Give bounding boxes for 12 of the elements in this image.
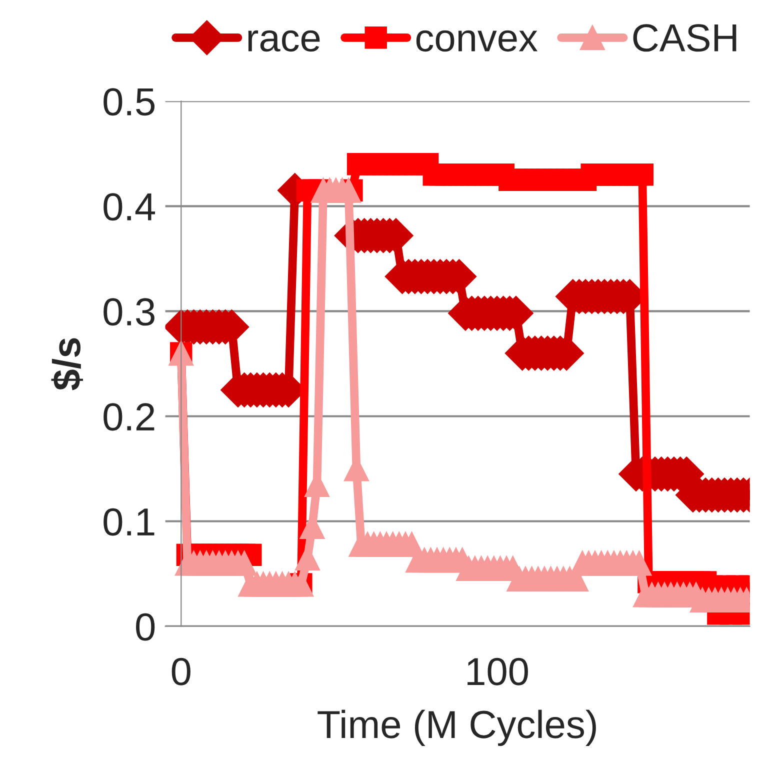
y-tick-label: 0.5 <box>104 88 155 116</box>
y-tick-label: 0 <box>136 613 155 641</box>
y-tick-label: 0.1 <box>104 508 154 536</box>
legend-label: race <box>248 30 320 52</box>
x-axis-title: Time (M Cycles) <box>318 710 596 746</box>
legend-label: CASH <box>633 24 736 52</box>
x-tick-label: 100 <box>468 658 528 686</box>
legend-label: convex <box>416 30 538 52</box>
y-axis-title: $/s <box>51 338 84 390</box>
y-tick-label: 0.4 <box>104 193 155 221</box>
y-tick-label: 0.3 <box>104 298 154 326</box>
y-tick-label: 0.2 <box>104 403 154 431</box>
